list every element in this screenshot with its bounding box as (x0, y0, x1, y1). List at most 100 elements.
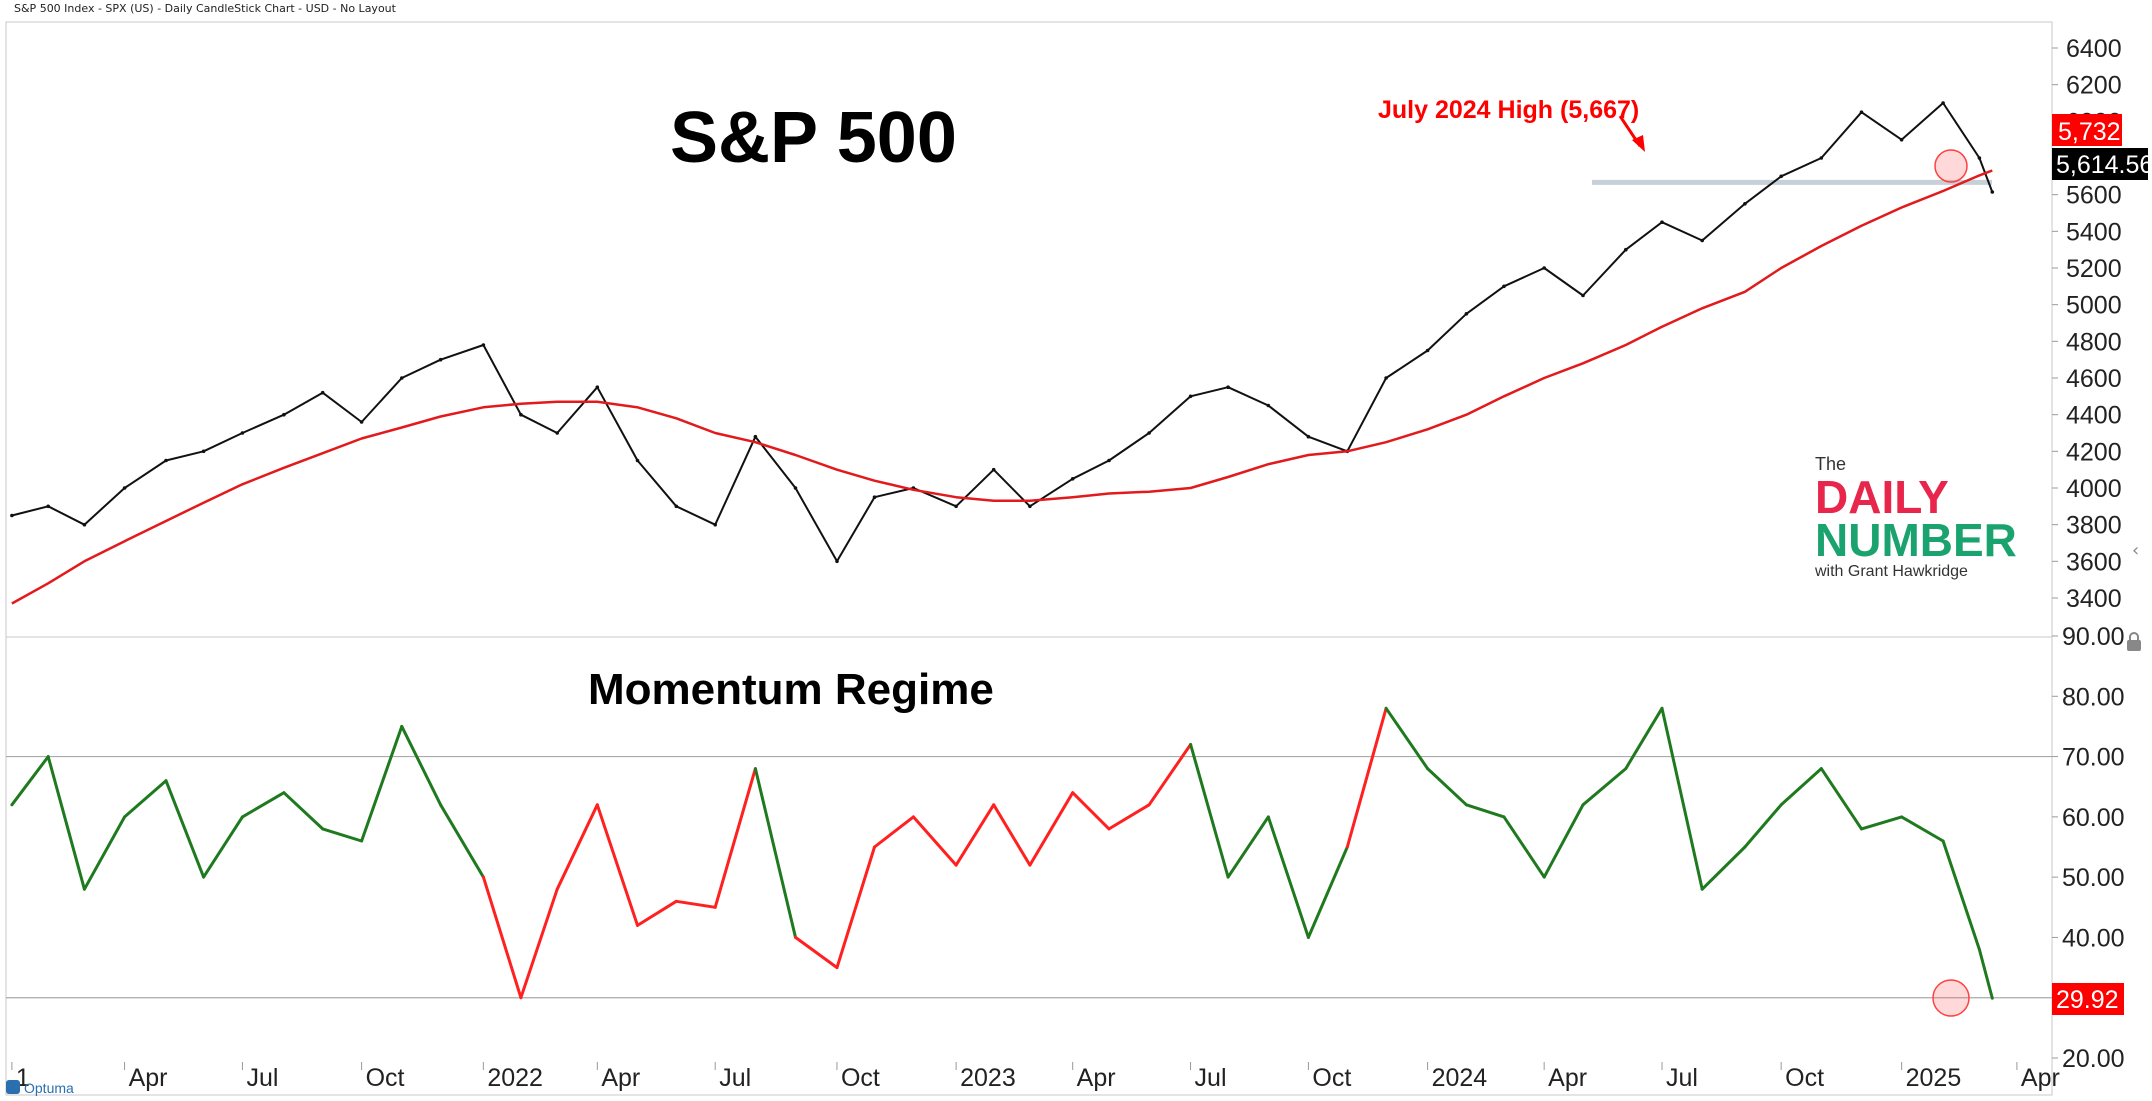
momentum-segment (10, 755, 50, 807)
price-point (400, 376, 404, 380)
price-point (164, 458, 168, 463)
x-tick-label: Apr (2021, 1064, 2060, 1092)
momentum-segment (240, 791, 286, 819)
x-tick-label: Apr (1077, 1064, 1116, 1092)
price-ytick-label: 6200 (2066, 72, 2122, 100)
price-point (1147, 431, 1151, 435)
momentum-segment (1700, 845, 1747, 891)
momentum-segment (636, 899, 678, 927)
price-point (555, 431, 559, 435)
momentum-segment (1977, 948, 1994, 1000)
price-point (438, 357, 443, 362)
momentum-segment (439, 803, 485, 879)
momentum-segment (1426, 767, 1468, 807)
x-tick-label: Jul (1666, 1064, 1698, 1092)
momentum-segment (753, 767, 797, 939)
momentum-segment (1345, 706, 1388, 849)
momentum-segment (46, 755, 86, 891)
price-point (635, 458, 640, 463)
momentum-segment (1624, 706, 1664, 771)
momentum-segment (82, 815, 127, 891)
momentum-segment (123, 779, 168, 819)
x-tick-label: Oct (366, 1064, 405, 1092)
x-tick-label: Apr (129, 1064, 168, 1092)
momentum-segment (1384, 706, 1430, 771)
x-tick-label: 2022 (487, 1064, 543, 1092)
price-value-label: 5,614.56 (2056, 151, 2152, 179)
price-point (1899, 137, 1904, 142)
momentum-segment (1464, 803, 1506, 819)
price-point (1464, 312, 1469, 316)
price-point (954, 504, 958, 509)
price-ytick-label: 5400 (2066, 218, 2122, 246)
momentum-segment (1502, 815, 1546, 879)
x-tick-label: Apr (601, 1064, 640, 1092)
price-ytick-label: 5200 (2066, 255, 2122, 283)
x-tick-label: 2025 (1906, 1064, 1962, 1092)
ma-value-label: 5,732 (2058, 118, 2121, 146)
price-highlight-circle (1934, 149, 1968, 183)
price-ytick-label: 6400 (2066, 35, 2122, 63)
x-tick-label: Jul (246, 1064, 278, 1092)
price-point (1542, 266, 1546, 270)
momentum-segment (282, 791, 325, 831)
optuma-logo-text: Optuma (24, 1080, 74, 1096)
price-point (282, 412, 286, 417)
price-point (122, 486, 127, 490)
logo-daily: DAILY (1815, 471, 1949, 523)
momentum-segment (835, 845, 876, 970)
price-point (1977, 156, 1982, 160)
momentum-segment (1660, 706, 1704, 891)
momentum-segment (1819, 767, 1863, 831)
price-point (1660, 220, 1664, 224)
price-point (595, 385, 600, 390)
momentum-segment (321, 827, 364, 843)
x-tick-label: Oct (841, 1064, 880, 1092)
price-point (872, 495, 877, 500)
momentum-segment (1900, 815, 1945, 843)
price-point (1028, 504, 1032, 509)
x-tick-label: Apr (1548, 1064, 1587, 1092)
price-point (1226, 385, 1230, 390)
price-point (674, 504, 679, 509)
price-point (1384, 376, 1388, 380)
price-point (1990, 190, 1995, 194)
momentum-ytick-label: 50.00 (2062, 864, 2125, 892)
momentum-segment (954, 803, 996, 867)
momentum-segment (360, 724, 404, 843)
momentum-segment (873, 815, 915, 849)
momentum-segment (674, 899, 717, 909)
momentum-segment (1743, 803, 1783, 849)
price-value-badge (2052, 148, 2148, 180)
x-tick-label: Oct (1312, 1064, 1351, 1092)
momentum-segment (1860, 815, 1904, 831)
momentum-segment (1028, 791, 1075, 867)
x-tick-label: Oct (1785, 1064, 1824, 1092)
price-ytick-label: 4200 (2066, 438, 2122, 466)
momentum-segment (992, 803, 1032, 867)
price-ytick-label: 4000 (2066, 475, 2122, 503)
momentum-segment (164, 779, 206, 879)
lock-icon[interactable] (2127, 640, 2141, 651)
momentum-ytick-label: 20.00 (2062, 1045, 2125, 1073)
price-point (1581, 293, 1585, 298)
logo-with: with Grant Hawkridge (1814, 563, 1968, 580)
price-point (359, 420, 364, 424)
price-point (991, 467, 996, 472)
momentum-value-label: 29.92 (2056, 986, 2119, 1014)
price-ytick-label: 4400 (2066, 402, 2122, 430)
scroll-left-icon[interactable]: ‹ (2132, 540, 2139, 561)
price-ytick-label: 3600 (2066, 548, 2122, 576)
momentum-segment (1941, 839, 1981, 951)
price-point (519, 412, 523, 417)
momentum-ytick-label: 40.00 (2062, 924, 2125, 952)
momentum-segment (595, 803, 639, 927)
x-tick-label: 2024 (1432, 1064, 1488, 1092)
price-point (1700, 238, 1704, 243)
price-ytick-label: 3800 (2066, 512, 2122, 540)
price-point (835, 559, 839, 564)
price-ytick-label: 4600 (2066, 365, 2122, 393)
logo-number: NUMBER (1815, 514, 2017, 566)
momentum-segment (202, 815, 244, 879)
